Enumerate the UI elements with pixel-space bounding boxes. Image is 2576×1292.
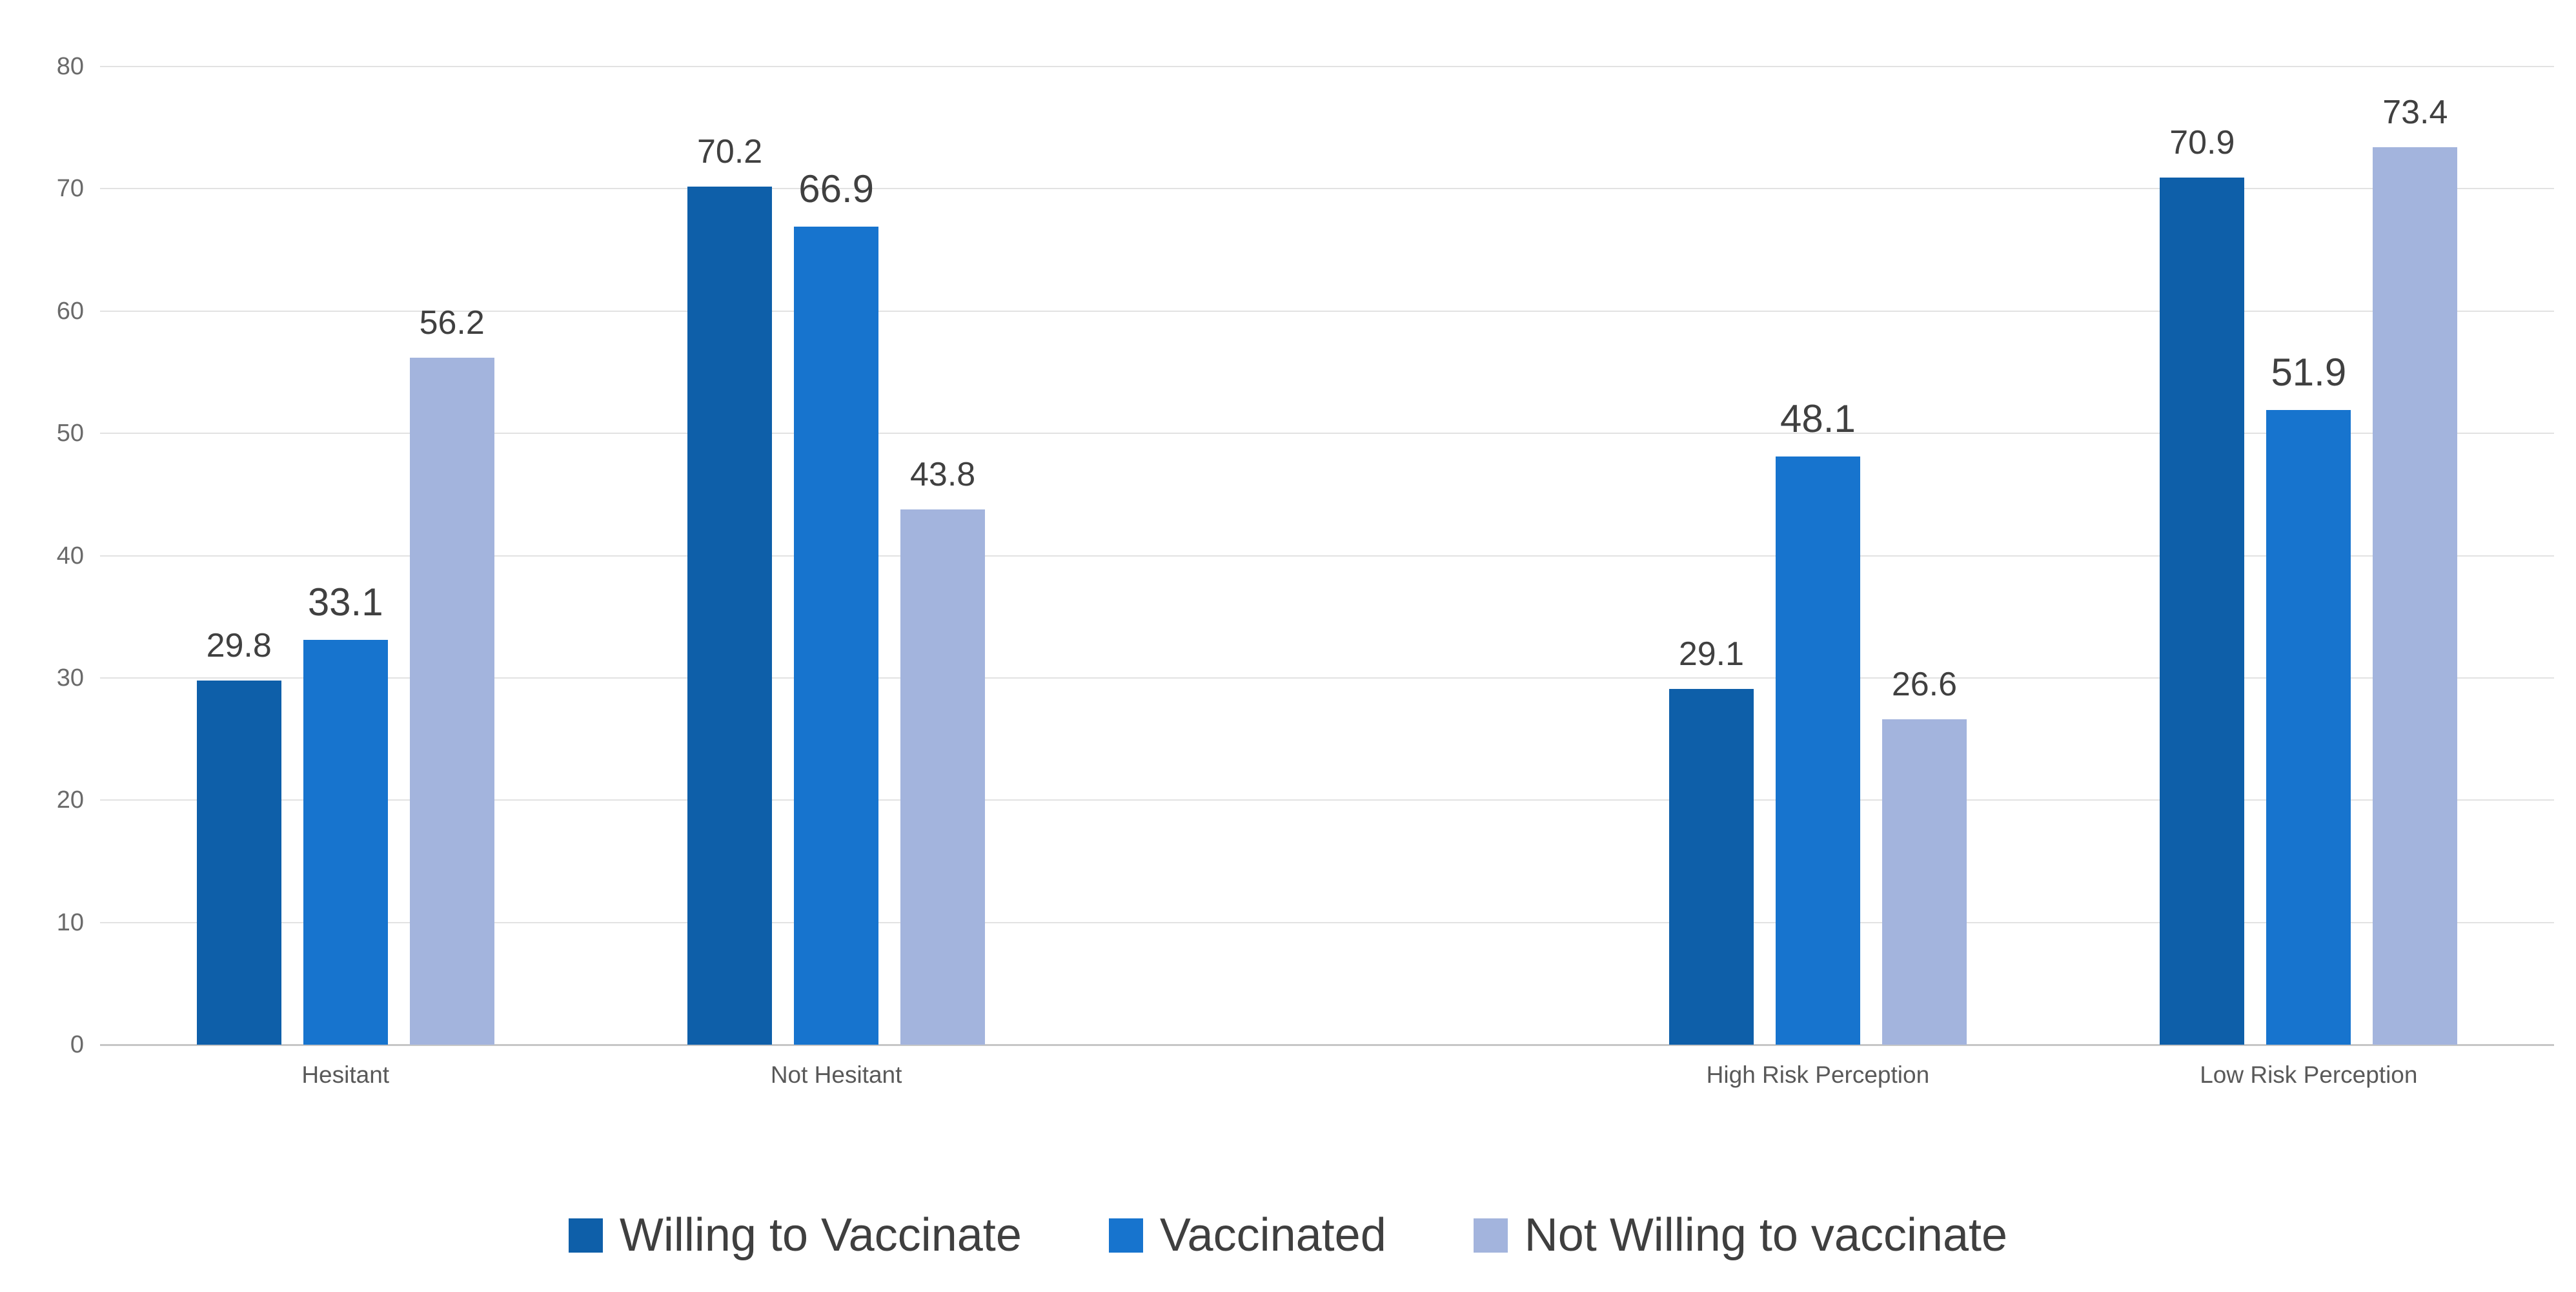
value-label: 66.9 — [798, 167, 874, 210]
legend-label: Vaccinated — [1159, 1209, 1386, 1261]
category-slot-high-risk-perception: 29.1 48.1 26.6 High Risk Perception — [1572, 67, 2063, 1088]
category-slot-not-hesitant: 70.2 66.9 43.8 Not Hesitant — [591, 67, 1081, 1088]
value-label: 29.8 — [206, 627, 272, 664]
legend-item-not-willing-to-vaccinate: Not Willing to vaccinate — [1473, 1209, 2008, 1262]
y-tick-label-30: 30 — [56, 664, 84, 692]
value-label: 26.6 — [1891, 666, 1958, 703]
value-label: 51.9 — [2271, 351, 2347, 394]
gridline-80 — [100, 66, 2554, 67]
plot-area — [100, 66, 2554, 1046]
bar-not-willing-to-vaccinate: 73.4 — [2373, 94, 2458, 1045]
x-axis-baseline — [100, 1044, 2554, 1046]
value-label: 29.1 — [1678, 635, 1745, 673]
value-label: 56.2 — [419, 304, 485, 342]
y-tick-label-0: 0 — [70, 1031, 84, 1058]
legend-swatch-icon — [568, 1218, 603, 1253]
category-slot-hesitant: 29.8 33.1 56.2 Hesitant — [100, 67, 591, 1088]
y-tick-label-60: 60 — [56, 297, 84, 325]
y-tick-label-40: 40 — [56, 542, 84, 569]
y-tick-label-80: 80 — [56, 53, 84, 80]
category-slots: 29.8 33.1 56.2 Hesitant 70.2 66.9 43.8 Not Hesi… — [100, 67, 2554, 1088]
category-label: Hesitant — [301, 1061, 390, 1088]
value-label: 43.8 — [910, 456, 976, 493]
bar-not-willing-to-vaccinate: 26.6 — [1881, 666, 1967, 1045]
legend-swatch-icon — [1108, 1218, 1143, 1253]
value-label: 48.1 — [1780, 397, 1856, 440]
bar-willing-to-vaccinate: 29.8 — [196, 627, 281, 1045]
gridline-20 — [100, 799, 2554, 801]
gridline-30 — [100, 677, 2554, 679]
category-label: Not Hesitant — [770, 1061, 902, 1088]
gridline-40 — [100, 555, 2554, 557]
gridline-60 — [100, 310, 2554, 312]
category-label: Low Risk Perception — [2200, 1061, 2418, 1088]
gridline-50 — [100, 433, 2554, 435]
bar-vaccinated: 66.9 — [794, 167, 879, 1045]
y-tick-label-70: 70 — [56, 175, 84, 203]
legend: Willing to Vaccinate Vaccinated Not Willin… — [0, 1209, 2576, 1262]
gridline-10 — [100, 921, 2554, 923]
legend-label: Willing to Vaccinate — [619, 1209, 1022, 1261]
bar-not-willing-to-vaccinate: 56.2 — [409, 304, 494, 1045]
bar-willing-to-vaccinate: 70.9 — [2160, 124, 2245, 1045]
value-label: 33.1 — [307, 580, 383, 624]
bar-vaccinated: 48.1 — [1775, 397, 1860, 1045]
category-slot-low-risk-perception: 70.9 51.9 73.4 Low Risk Perception — [2064, 67, 2554, 1088]
y-tick-label-20: 20 — [56, 786, 84, 814]
value-label: 70.2 — [697, 133, 763, 170]
legend-item-willing-to-vaccinate: Willing to Vaccinate — [568, 1209, 1022, 1262]
y-tick-label-10: 10 — [56, 908, 84, 936]
bar-willing-to-vaccinate: 70.2 — [687, 133, 773, 1045]
category-label: High Risk Perception — [1706, 1061, 1930, 1088]
legend-swatch-icon — [1473, 1218, 1508, 1253]
value-label: 73.4 — [2382, 94, 2448, 131]
gridline-70 — [100, 188, 2554, 190]
value-label: 70.9 — [2169, 124, 2235, 161]
legend-label: Not Willing to vaccinate — [1524, 1209, 2008, 1261]
y-tick-label-50: 50 — [56, 420, 84, 447]
bar-not-willing-to-vaccinate: 43.8 — [900, 456, 986, 1045]
legend-item-vaccinated: Vaccinated — [1108, 1209, 1386, 1262]
category-slot-empty — [1082, 67, 1572, 1045]
bar-vaccinated: 51.9 — [2266, 351, 2351, 1045]
bar-willing-to-vaccinate: 29.1 — [1668, 635, 1754, 1045]
bar-vaccinated: 33.1 — [303, 580, 388, 1045]
